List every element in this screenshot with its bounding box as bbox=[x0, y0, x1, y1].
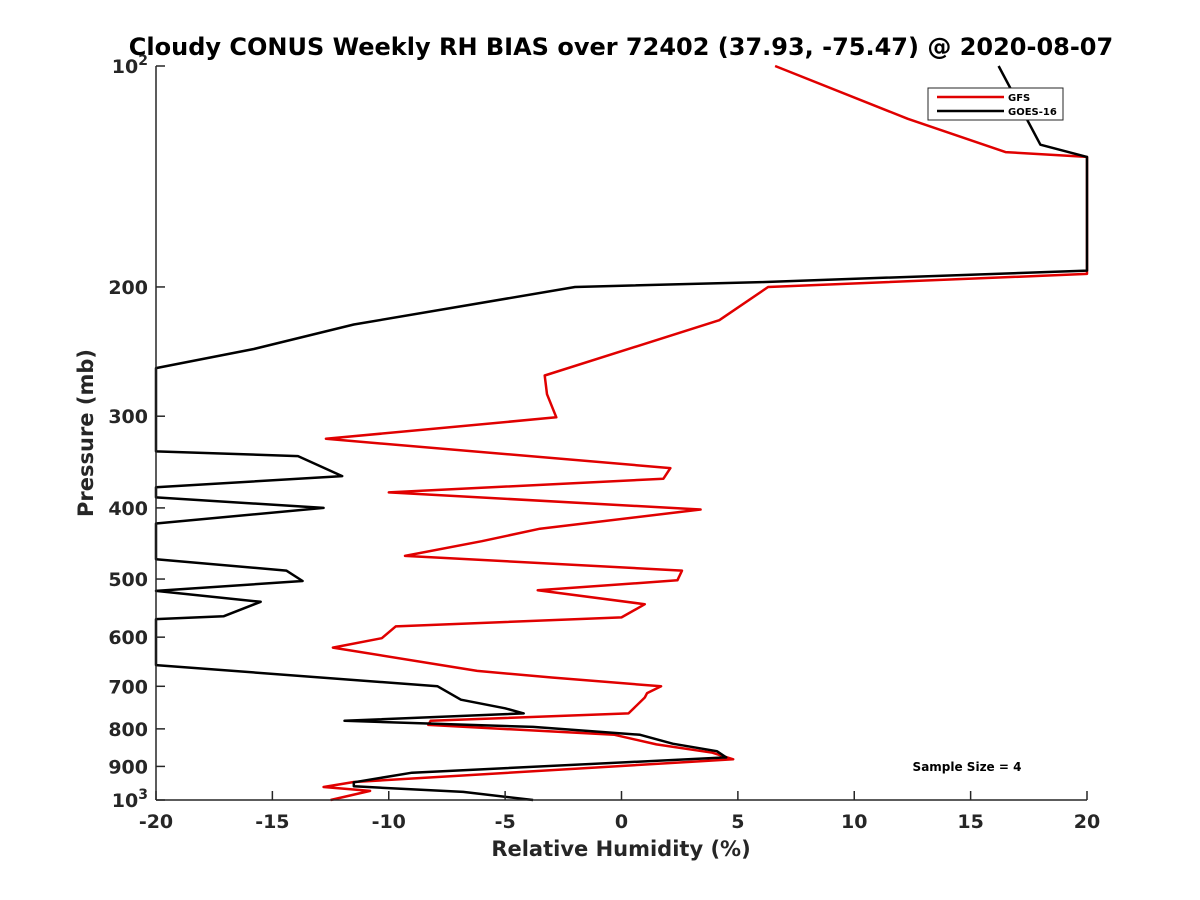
x-tick-label: 0 bbox=[615, 811, 628, 833]
y-tick-label: 400 bbox=[108, 498, 148, 520]
chart-title: Cloudy CONUS Weekly RH BIAS over 72402 (… bbox=[129, 33, 1113, 61]
legend: GFS GOES-16 bbox=[927, 87, 1064, 121]
x-tick-label: -5 bbox=[495, 811, 516, 833]
x-tick-label: -10 bbox=[372, 811, 406, 833]
x-tick-label: 15 bbox=[957, 811, 983, 833]
y-tick-label: 700 bbox=[108, 676, 148, 698]
x-tick-label: 10 bbox=[841, 811, 867, 833]
y-tick-label: 300 bbox=[108, 406, 148, 428]
y-tick-label: 103 bbox=[112, 787, 148, 812]
y-tick-label: 500 bbox=[108, 569, 148, 591]
sample-size-annotation: Sample Size = 4 bbox=[913, 760, 1022, 774]
y-tick-label: 800 bbox=[108, 719, 148, 741]
x-tick-label: 5 bbox=[731, 811, 744, 833]
series-line-goes16 bbox=[154, 65, 1089, 802]
y-axis-label: Pressure (mb) bbox=[74, 349, 98, 517]
y-axis-ticks: 102 200 300 400 500 600 700 800 900 103 bbox=[108, 53, 165, 812]
legend-box bbox=[927, 87, 1064, 121]
x-tick-label: 20 bbox=[1074, 811, 1100, 833]
x-tick-label: -15 bbox=[255, 811, 289, 833]
y-tick-label: 900 bbox=[108, 756, 148, 778]
y-tick-label: 102 bbox=[112, 53, 148, 78]
y-tick-label: 600 bbox=[108, 627, 148, 649]
y-tick-label: 200 bbox=[108, 277, 148, 299]
legend-label-goes16: GOES-16 bbox=[1008, 107, 1057, 118]
legend-label-gfs: GFS bbox=[1008, 93, 1030, 104]
x-axis-label: Relative Humidity (%) bbox=[491, 837, 750, 861]
series-line-gfs bbox=[322, 64, 1089, 802]
x-tick-label: -20 bbox=[139, 811, 173, 833]
series-lines bbox=[154, 64, 1089, 802]
x-axis-ticks: -20 -15 -10 -5 0 5 10 15 20 bbox=[139, 791, 1100, 833]
